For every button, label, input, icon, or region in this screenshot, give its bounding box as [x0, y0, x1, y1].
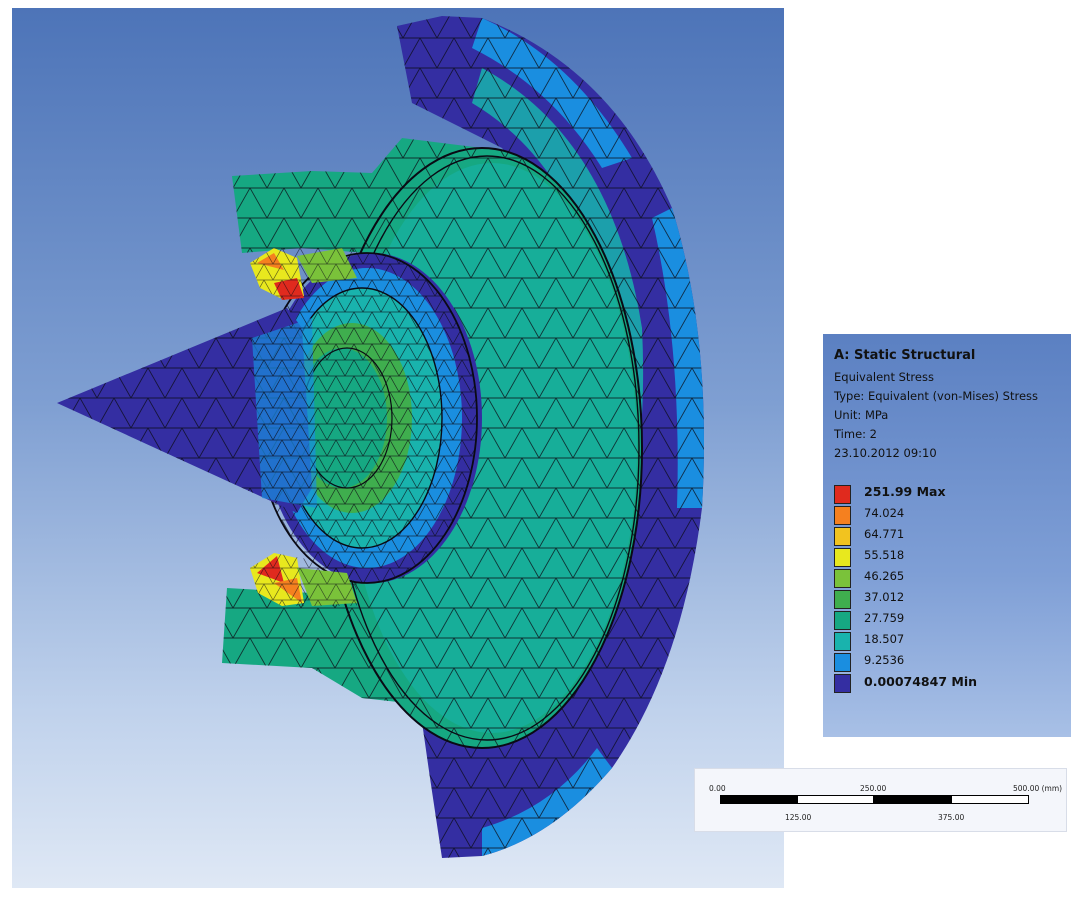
legend-level-min: 0.00074847 Min — [864, 674, 978, 689]
legend-result-type: Type: Equivalent (von-Mises) Stress — [834, 389, 1038, 403]
scale-segment — [874, 795, 951, 804]
legend-swatch — [834, 569, 851, 588]
legend-level: 55.518 — [864, 548, 905, 562]
legend-title: A: Static Structural — [834, 348, 976, 363]
legend-swatch — [834, 485, 851, 504]
scale-label-start: 0.00 — [709, 784, 726, 793]
legend-swatch — [834, 548, 851, 567]
legend-timestamp: 23.10.2012 09:10 — [834, 446, 937, 460]
legend-result-name: Equivalent Stress — [834, 370, 934, 384]
scale-bar: 0.00 250.00 500.00 (mm) 125.00 375.00 — [694, 768, 1067, 832]
legend-time: Time: 2 — [834, 427, 877, 441]
legend-level: 64.771 — [864, 527, 905, 541]
legend-swatch — [834, 611, 851, 630]
legend-swatch — [834, 674, 851, 693]
scale-segment — [951, 795, 1029, 804]
legend-swatch — [834, 590, 851, 609]
scale-label-end: 500.00 (mm) — [1013, 784, 1063, 793]
legend-swatch — [834, 527, 851, 546]
scale-label-three-quarter: 375.00 — [938, 813, 965, 822]
legend-swatch — [834, 506, 851, 525]
legend-level: 27.759 — [864, 611, 905, 625]
legend-swatch — [834, 653, 851, 672]
scale-label-mid: 250.00 — [860, 784, 887, 793]
legend-level-max: 251.99 Max — [864, 484, 946, 499]
scale-segment — [797, 795, 874, 804]
legend-level: 9.2536 — [864, 653, 905, 667]
legend-unit: Unit: MPa — [834, 408, 889, 422]
stress-legend: A: Static Structural Equivalent Stress T… — [823, 334, 1071, 737]
model-viewport[interactable] — [12, 8, 784, 888]
scale-label-quarter: 125.00 — [785, 813, 812, 822]
legend-level: 46.265 — [864, 569, 905, 583]
legend-level: 18.507 — [864, 632, 905, 646]
fe-mesh-model[interactable] — [12, 8, 784, 888]
legend-level: 74.024 — [864, 506, 905, 520]
legend-swatch — [834, 632, 851, 651]
legend-level: 37.012 — [864, 590, 905, 604]
scale-segment — [720, 795, 797, 804]
